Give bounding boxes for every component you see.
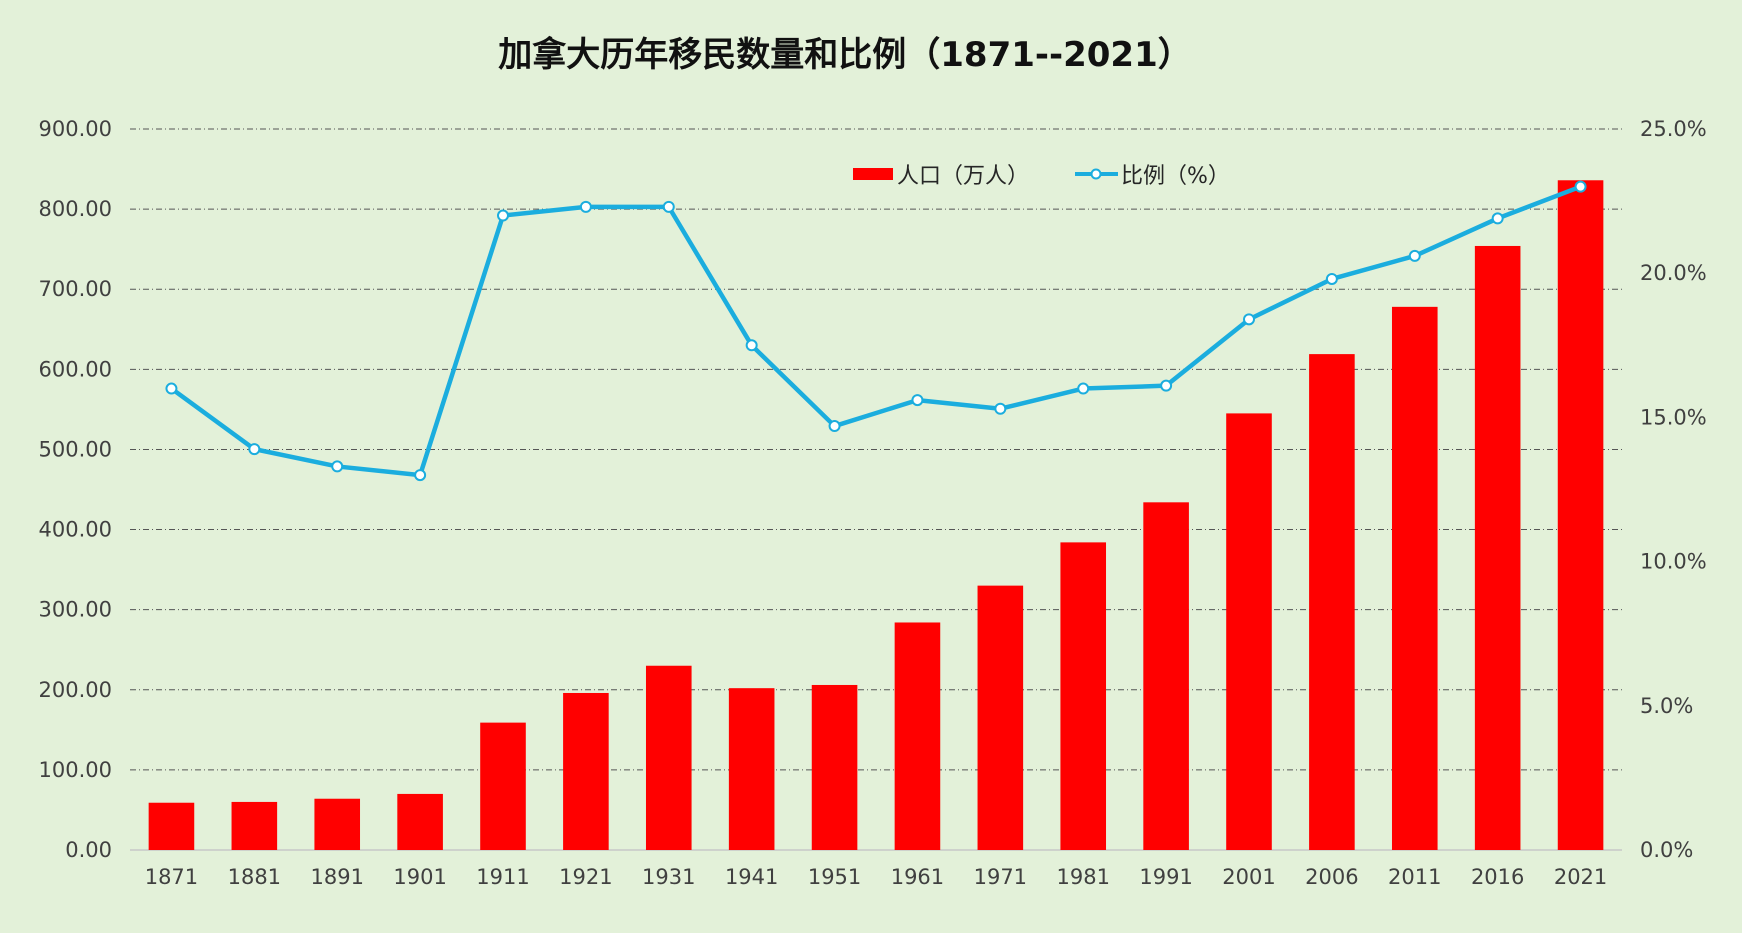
line-point	[1160, 379, 1173, 392]
bar	[977, 585, 1024, 850]
x-tick-label: 1901	[393, 865, 446, 889]
x-tick-label: 1881	[228, 865, 281, 889]
bar	[645, 665, 692, 850]
line-point	[1243, 313, 1255, 326]
x-tick-label: 1911	[476, 865, 529, 889]
chart-title: 加拿大历年移民数量和比例（1871--2021）	[498, 35, 1191, 75]
line-point	[1325, 272, 1338, 285]
line-point	[1491, 212, 1504, 225]
x-tick-label: 1921	[559, 865, 612, 889]
legend-label-line: 比例（%）	[1121, 164, 1230, 189]
line-point	[1077, 382, 1090, 395]
line-point	[497, 209, 509, 222]
left-tick-label: 400.00	[39, 518, 112, 542]
bar	[1557, 180, 1604, 850]
legend-swatch-marker	[1090, 168, 1102, 180]
line-point	[248, 443, 261, 456]
x-tick-label: 1981	[1056, 865, 1109, 889]
left-tick-label: 600.00	[39, 357, 112, 381]
x-tick-label: 2001	[1222, 865, 1275, 889]
line-series	[165, 180, 1587, 482]
legend-label-bar: 人口（万人）	[897, 164, 1029, 189]
left-tick-label: 500.00	[39, 437, 112, 461]
x-tick-label: 1951	[808, 865, 861, 889]
x-tick-label: 2016	[1471, 865, 1524, 889]
x-tick-label: 1941	[725, 865, 778, 889]
line-point	[662, 200, 675, 213]
x-tick-label: 1891	[310, 865, 363, 889]
right-tick-label: 0.0%	[1640, 838, 1693, 862]
line-point	[414, 469, 427, 482]
gridlines	[130, 128, 1622, 851]
bar	[1226, 413, 1272, 850]
bar	[480, 722, 526, 850]
series-line	[170, 184, 1582, 478]
line-point	[579, 200, 592, 213]
line-point	[911, 394, 924, 407]
bar	[728, 688, 775, 850]
line-point	[1574, 180, 1587, 193]
x-tick-label: 2021	[1554, 865, 1607, 889]
bar	[1143, 502, 1189, 850]
x-tick-label: 2011	[1388, 865, 1441, 889]
line-point	[994, 402, 1007, 415]
line-point	[745, 339, 758, 352]
left-tick-label: 800.00	[39, 197, 112, 221]
bar	[231, 801, 278, 850]
bar	[148, 802, 195, 850]
right-tick-label: 10.0%	[1640, 550, 1707, 574]
right-tick-label: 5.0%	[1640, 694, 1693, 718]
legend: 人口（万人） 比例（%）	[853, 164, 1230, 189]
bar	[1060, 542, 1107, 850]
right-tick-label: 25.0%	[1640, 117, 1707, 141]
right-tick-label: 20.0%	[1640, 261, 1707, 285]
bar	[894, 622, 941, 850]
x-axis: 1871 1881 1891 1901 1911 1921 1931 1941 1951 1961…	[145, 865, 1608, 889]
x-tick-label: 1871	[145, 865, 198, 889]
legend-swatch-bar	[853, 168, 893, 180]
line-point	[828, 420, 841, 433]
left-tick-label: 0.00	[65, 838, 112, 862]
left-tick-label: 900.00	[39, 117, 112, 141]
x-tick-label: 1961	[891, 865, 944, 889]
x-tick-label: 1931	[642, 865, 695, 889]
bar	[1391, 306, 1438, 850]
line-point	[1408, 249, 1421, 262]
right-tick-label: 15.0%	[1640, 405, 1707, 429]
left-axis: 0.00 100.00 200.00 300.00 400.00 500.00 600.00…	[39, 117, 112, 862]
line-point	[331, 460, 344, 473]
left-tick-label: 700.00	[39, 277, 112, 301]
bar	[811, 684, 858, 850]
bar	[397, 793, 443, 850]
bar	[1474, 245, 1521, 850]
x-tick-label: 2006	[1305, 865, 1358, 889]
line-point	[165, 382, 178, 395]
left-tick-label: 300.00	[39, 598, 112, 622]
bar	[314, 798, 361, 850]
right-axis: 0.0% 5.0% 10.0% 15.0% 20.0% 25.0%	[1640, 117, 1707, 862]
left-tick-label: 200.00	[39, 678, 112, 702]
bar	[1309, 354, 1355, 850]
x-tick-label: 1971	[974, 865, 1027, 889]
bar	[563, 692, 609, 850]
left-tick-label: 100.00	[39, 758, 112, 782]
x-tick-label: 1991	[1139, 865, 1192, 889]
bar-series	[148, 180, 1604, 850]
